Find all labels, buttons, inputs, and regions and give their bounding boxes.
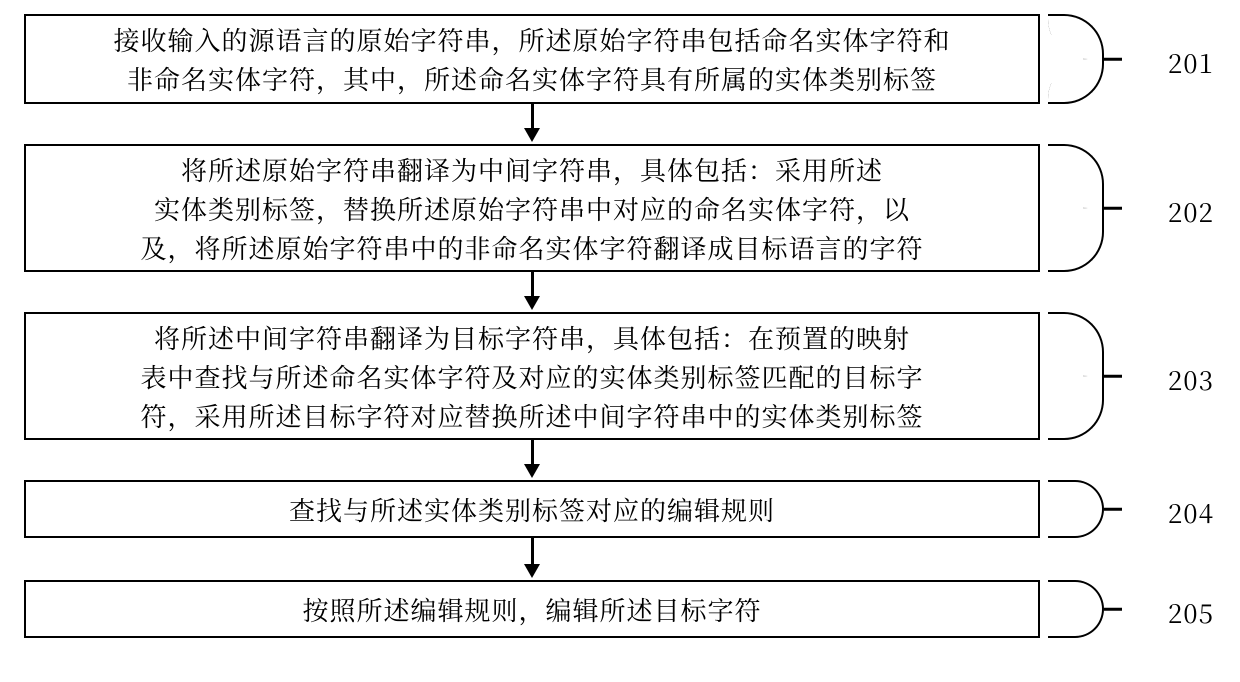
step-number-205: 205 [1168, 594, 1214, 631]
arrow-201-202 [531, 104, 534, 130]
step-box-204: 查找与所述实体类别标签对应的编辑规则 [24, 480, 1040, 538]
step-box-203: 将所述中间字符串翻译为目标字符串，具体包括：在预置的映射表中查找与所述命名实体字… [24, 312, 1040, 440]
flowchart-canvas: 接收输入的源语言的原始字符串，所述原始字符串包括命名实体字符和非命名实体字符，其… [0, 0, 1240, 682]
step-text-204: 查找与所述实体类别标签对应的编辑规则 [44, 490, 1020, 529]
step-number-201: 201 [1168, 44, 1214, 81]
step-number-202: 202 [1168, 193, 1214, 230]
brace-201 [1048, 14, 1104, 104]
step-box-201: 接收输入的源语言的原始字符串，所述原始字符串包括命名实体字符和非命名实体字符，其… [24, 14, 1040, 104]
step-text-201: 接收输入的源语言的原始字符串，所述原始字符串包括命名实体字符和非命名实体字符，其… [44, 20, 1020, 98]
step-box-202: 将所述原始字符串翻译为中间字符串，具体包括：采用所述实体类别标签，替换所述原始字… [24, 144, 1040, 272]
step-box-205: 按照所述编辑规则，编辑所述目标字符 [24, 580, 1040, 638]
step-number-204: 204 [1168, 494, 1214, 531]
brace-205 [1048, 580, 1104, 638]
arrow-head-204-205 [524, 564, 540, 578]
brace-203 [1048, 312, 1104, 440]
step-text-203: 将所述中间字符串翻译为目标字符串，具体包括：在预置的映射表中查找与所述命名实体字… [44, 318, 1020, 435]
arrow-head-202-203 [524, 296, 540, 310]
step-text-205: 按照所述编辑规则，编辑所述目标字符 [44, 590, 1020, 629]
brace-204 [1048, 480, 1104, 538]
brace-202 [1048, 144, 1104, 272]
arrow-203-204 [531, 440, 534, 466]
arrow-head-201-202 [524, 128, 540, 142]
arrow-head-203-204 [524, 464, 540, 478]
arrow-204-205 [531, 538, 534, 566]
arrow-202-203 [531, 272, 534, 298]
step-number-203: 203 [1168, 361, 1214, 398]
step-text-202: 将所述原始字符串翻译为中间字符串，具体包括：采用所述实体类别标签，替换所述原始字… [44, 150, 1020, 267]
